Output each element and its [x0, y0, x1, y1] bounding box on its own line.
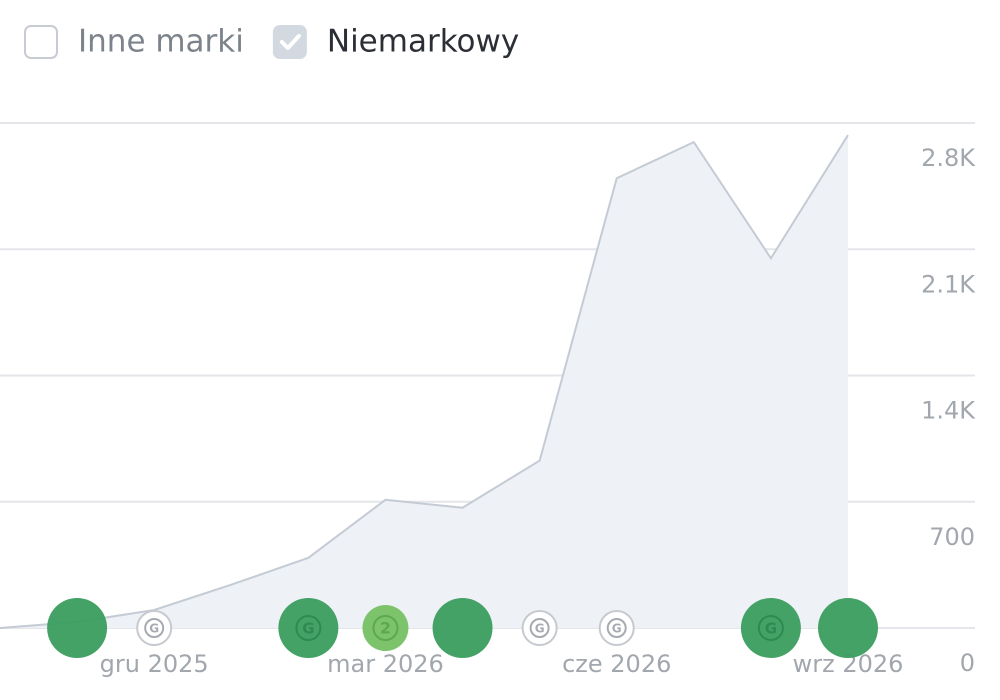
event-marker[interactable] [740, 598, 801, 658]
event-icon: G [612, 622, 622, 636]
event-icon-ring [606, 618, 627, 638]
event-icon-ring [372, 615, 399, 641]
event-marker[interactable] [432, 598, 493, 658]
y-tick-label: 2.1K [921, 270, 976, 298]
legend-label[interactable]: Inne marki [78, 24, 244, 60]
legend-checkbox[interactable] [272, 25, 307, 59]
event-icon-ring [757, 615, 784, 641]
area-fill [0, 135, 848, 628]
event-marker[interactable] [136, 610, 173, 646]
check-icon [279, 34, 301, 50]
event-marker[interactable] [521, 610, 558, 646]
event-marker[interactable] [818, 598, 878, 658]
event-marker[interactable] [598, 610, 635, 646]
y-tick-label: 2.8K [921, 144, 976, 172]
event-icon-ring [144, 618, 165, 638]
event-count: 2 [380, 619, 391, 638]
event-icon: G [535, 622, 545, 636]
event-icon: G [149, 622, 159, 636]
x-tick-label: mar 2026 [327, 650, 444, 678]
x-tick-label: cze 2026 [562, 650, 671, 678]
y-tick-label: 0 [960, 649, 975, 677]
y-tick-label: 1.4K [921, 397, 976, 425]
x-tick-label: gru 2025 [100, 650, 209, 678]
legend-label[interactable]: Niemarkowy [327, 24, 519, 60]
event-marker[interactable] [278, 598, 339, 658]
event-marker[interactable] [47, 598, 108, 658]
area-line [0, 134, 849, 629]
event-icon-ring [295, 615, 322, 641]
event-icon: G [302, 620, 314, 638]
event-marker[interactable] [362, 605, 409, 651]
y-tick-label: 700 [929, 523, 975, 551]
event-icon-ring [529, 618, 550, 638]
legend-checkbox[interactable] [24, 25, 58, 59]
event-icon: G [765, 620, 777, 638]
